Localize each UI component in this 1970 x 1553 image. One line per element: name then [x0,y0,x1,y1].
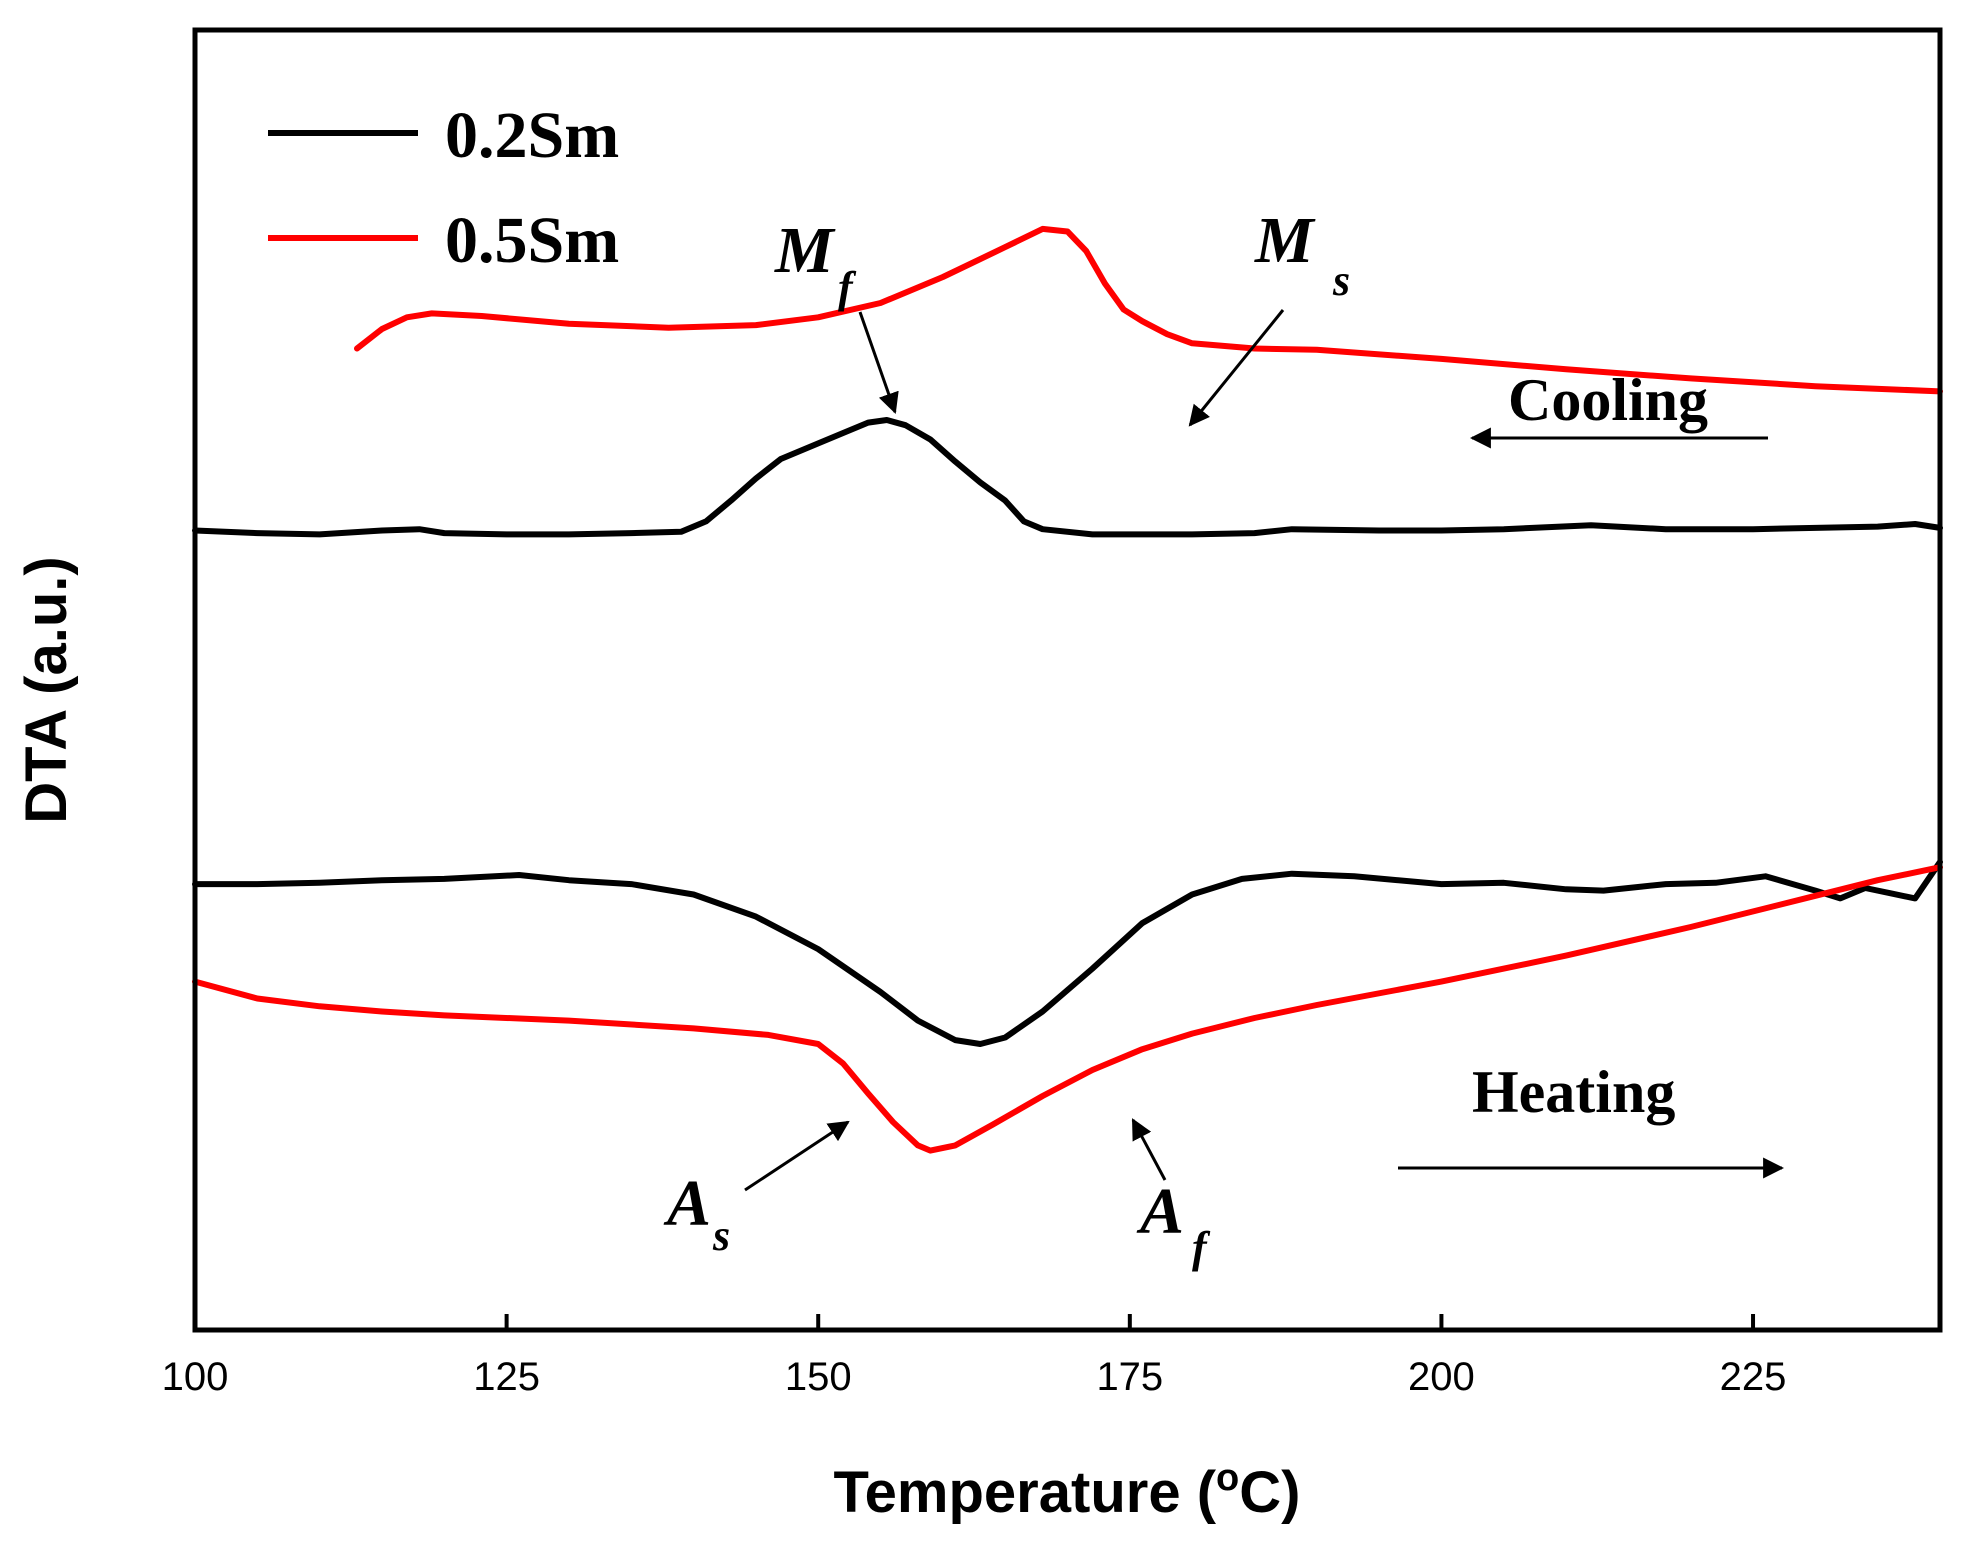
annotation-mf-label: M [774,214,836,287]
x-tick-label-200: 200 [1408,1355,1475,1399]
x-tick-label-150: 150 [785,1355,852,1399]
annotation-af: A f [1131,1118,1211,1272]
x-tick-label-125: 125 [473,1355,540,1399]
annotation-ms-subscript: s [1332,256,1350,305]
annotation-ms-arrow [1188,309,1285,427]
annotation-af-arrow [1131,1118,1167,1181]
x-axis-title: Temperature (oC) [834,1457,1301,1525]
legend-label-0.2Sm: 0.2Sm [445,99,619,172]
heating-indicator: Heating [1398,1059,1785,1179]
x-axis-title-part-2: C) [1239,1460,1300,1525]
annotation-mf-arrow [858,311,899,414]
cooling-label: Cooling [1508,367,1708,433]
series-line-0.5Sm-heating [192,864,1943,1154]
plot-frame [192,27,1943,1333]
annotation-as-arrow [744,1120,850,1192]
series-line-0.2Sm-heating [192,859,1943,1047]
cooling-indicator: Cooling [1469,367,1768,449]
annotation-af-subscript: f [1192,1223,1211,1272]
annotation-mf-subscript: f [838,263,857,312]
annotation-as-label: A [663,1167,711,1240]
annotation-as-subscript: s [712,1211,730,1260]
heating-label: Heating [1472,1059,1675,1125]
x-axis-title-part-1: Temperature ( [834,1460,1217,1525]
x-tick-label-100: 100 [162,1355,229,1399]
legend-label-0.5Sm: 0.5Sm [445,204,619,277]
series-line-0.2Sm-cooling [192,417,1943,538]
x-axis-title-degree: o [1216,1457,1239,1499]
x-tick-label-225: 225 [1720,1355,1787,1399]
x-tick-label-175: 175 [1096,1355,1163,1399]
annotation-mf: M f [774,214,899,414]
y-axis-title: DTA (a.u.) [14,556,79,823]
series-group [192,225,1943,1154]
annotation-ms: M s [1188,204,1350,427]
x-axis: 100 125 150 175 200 225 [162,1314,1787,1399]
annotation-as: A s [663,1120,850,1260]
series-line-0.5Sm-cooling [354,225,1943,395]
legend: 0.2Sm 0.5Sm [268,99,619,277]
annotation-ms-label: M [1254,204,1316,277]
annotation-af-label: A [1136,1175,1184,1248]
